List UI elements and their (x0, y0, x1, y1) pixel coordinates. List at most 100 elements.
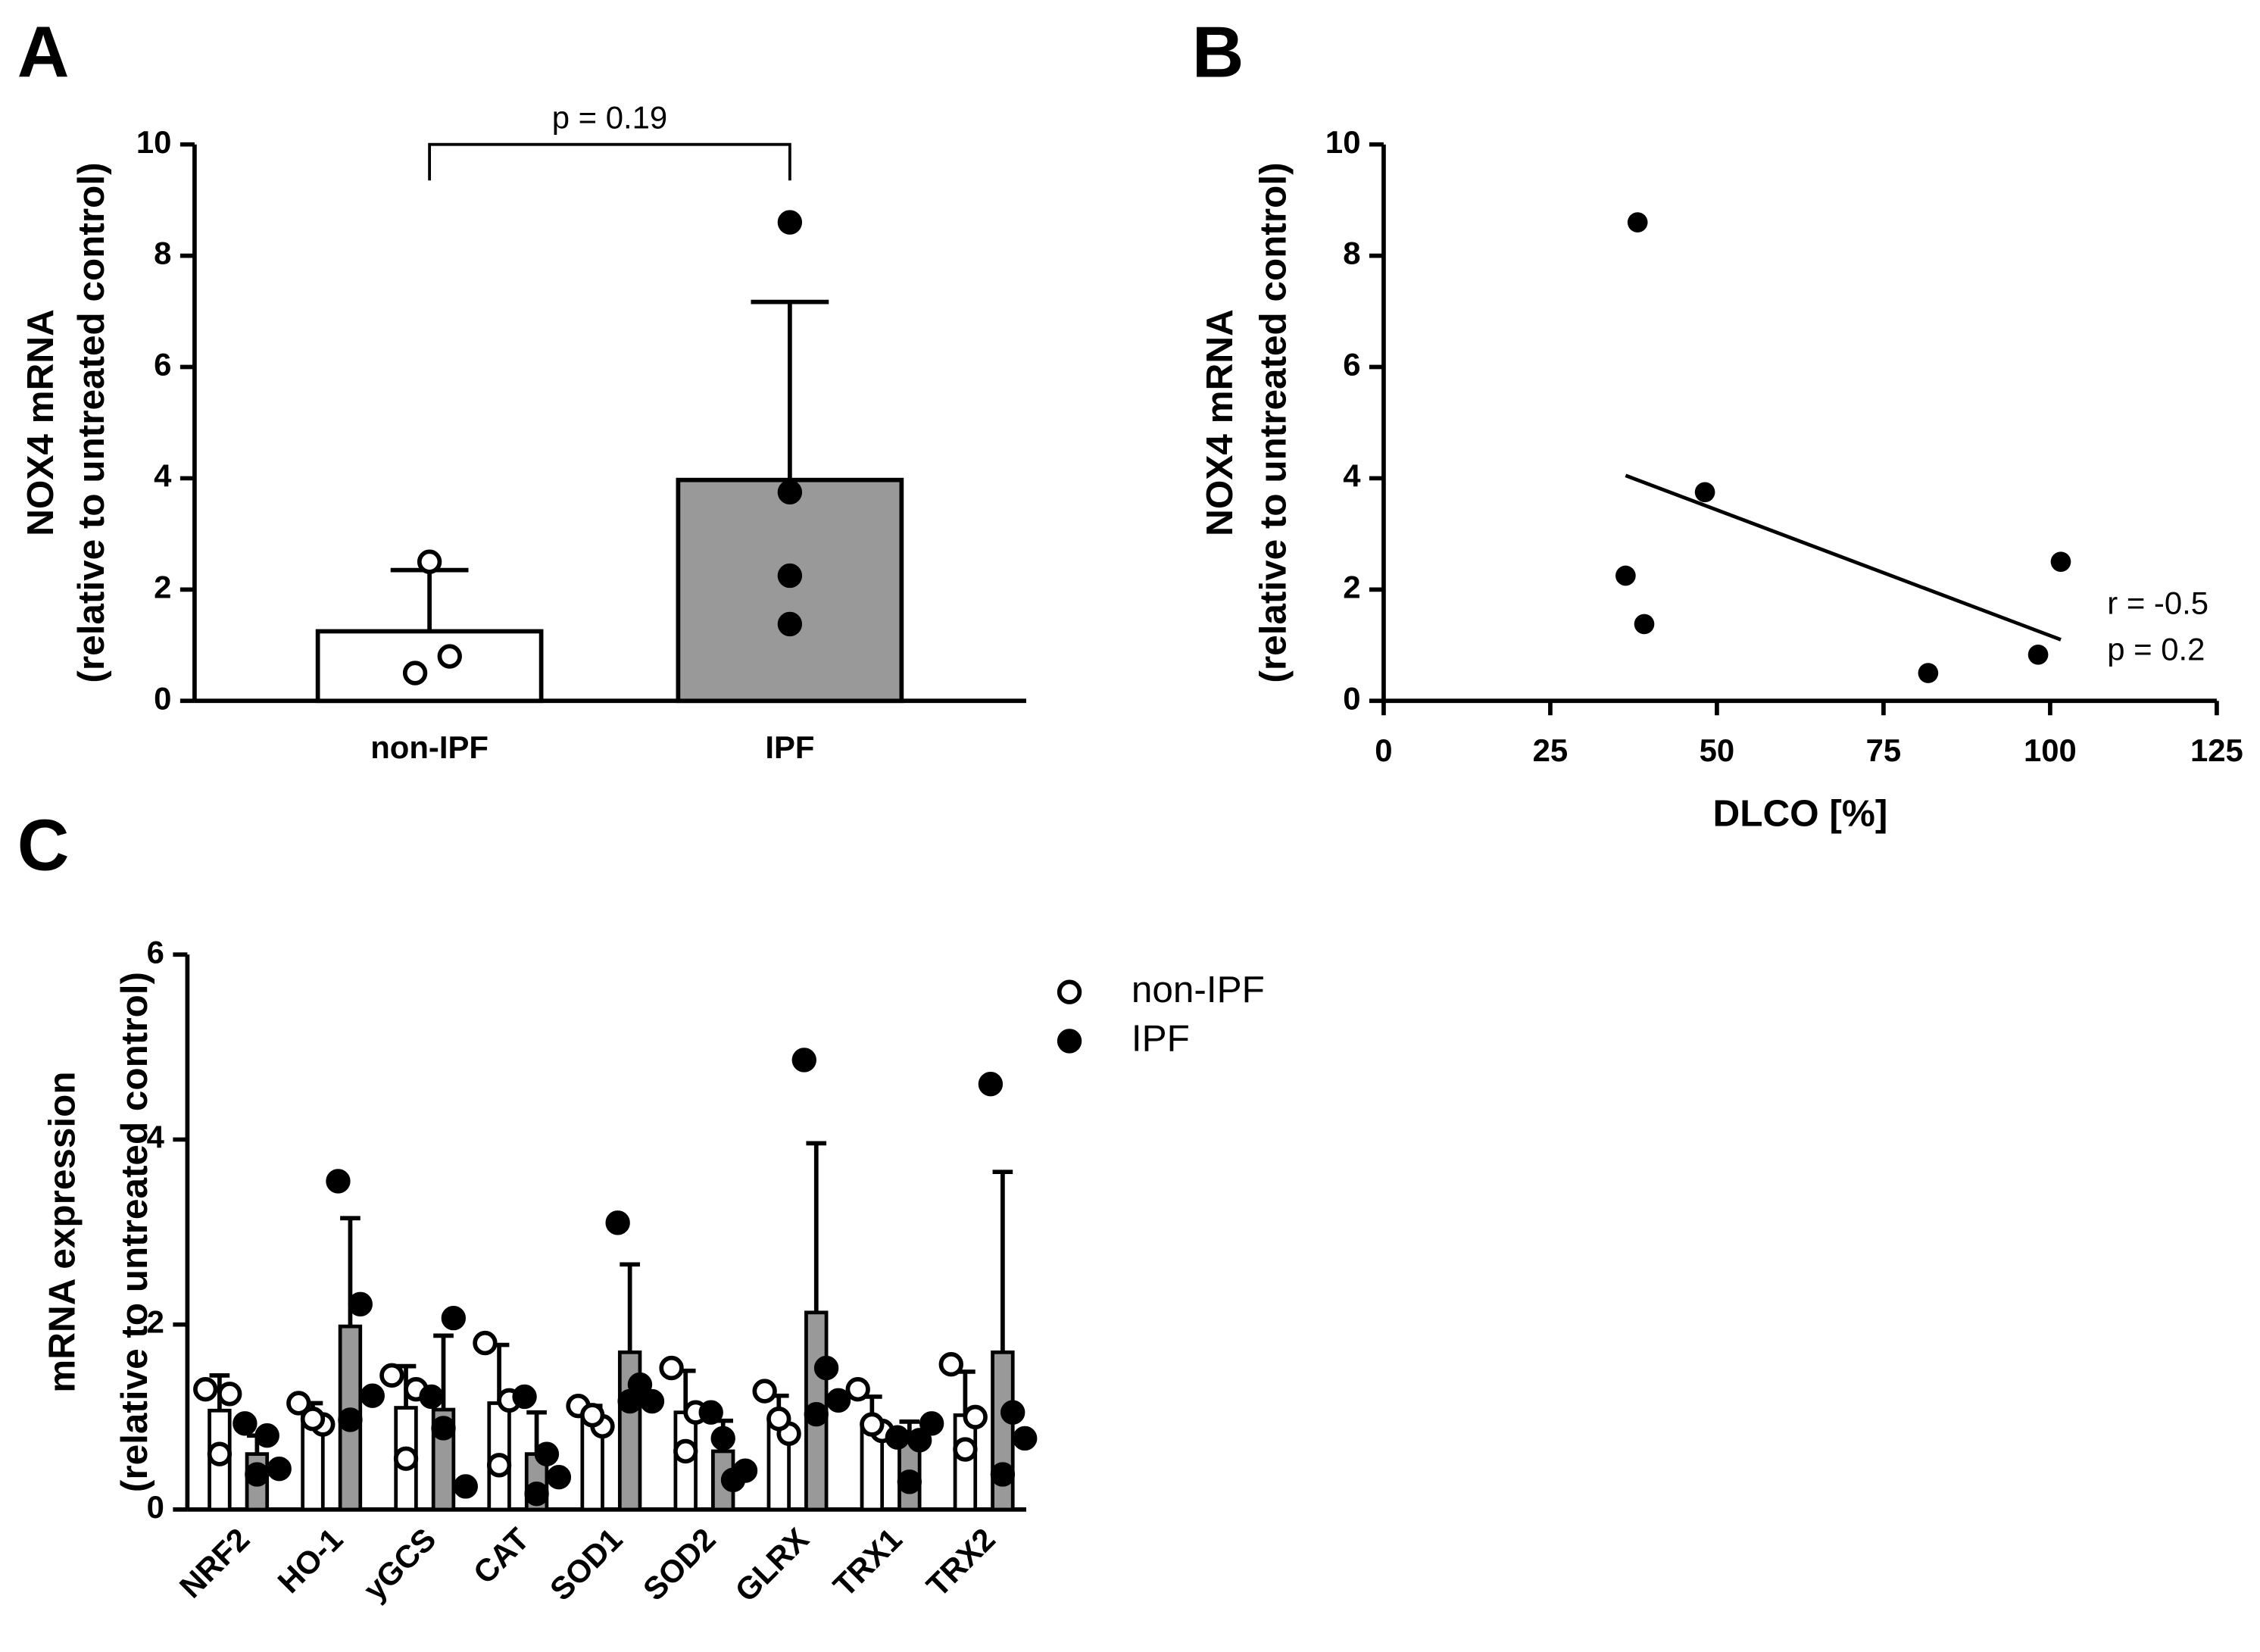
error-bar (806, 1141, 827, 1313)
y-axis-label: mRNA expression (42, 1071, 83, 1392)
data-point (300, 1407, 326, 1432)
data-point (1694, 482, 1715, 503)
data-point (431, 1416, 456, 1441)
y-tick-label: 4 (1343, 458, 1361, 494)
error-bar (620, 1262, 640, 1353)
bar (315, 629, 544, 704)
bar (953, 1413, 978, 1512)
data-point (393, 1446, 419, 1471)
data-point (791, 1048, 816, 1073)
y-tick-label: 8 (154, 236, 171, 271)
y-tick-label: 2 (1343, 569, 1360, 604)
data-point (473, 1330, 498, 1356)
data-point (659, 1355, 684, 1381)
y-tick-label: 2 (154, 569, 171, 604)
legend-label: non-IPF (1132, 969, 1265, 1010)
data-point (338, 1407, 363, 1432)
y-axis-label: (relative to untreated control) (70, 162, 112, 682)
data-point (907, 1428, 932, 1453)
y-tick-label: 6 (154, 347, 171, 383)
data-point (804, 1401, 829, 1427)
data-point (546, 1464, 572, 1490)
panel-letter: C (17, 805, 70, 885)
data-point (1000, 1400, 1025, 1425)
y-tick-label: 0 (154, 680, 171, 716)
legend-marker (1057, 1029, 1082, 1054)
legend-marker (1057, 979, 1082, 1004)
data-point (379, 1363, 404, 1388)
data-point (453, 1474, 478, 1499)
data-point (885, 1425, 910, 1450)
data-point (897, 1469, 922, 1494)
data-point (245, 1462, 270, 1487)
data-point (512, 1384, 537, 1410)
annotation: p = 0.2 (2107, 632, 2205, 667)
data-point (524, 1481, 549, 1507)
data-point (938, 1352, 963, 1377)
data-point (233, 1411, 258, 1436)
data-point (766, 1407, 791, 1432)
x-tick-label: 125 (2190, 732, 2243, 768)
y-tick-label: 0 (147, 1489, 164, 1525)
panel-letter: A (17, 13, 70, 93)
x-tick-label: non-IPF (370, 729, 489, 765)
data-point (1627, 212, 1648, 233)
y-tick-label: 6 (1343, 347, 1360, 383)
data-point (919, 1411, 944, 1436)
data-point (845, 1376, 870, 1402)
y-axis-label: (relative to untreated control) (114, 972, 155, 1492)
y-axis-label: NOX4 mRNA (1199, 309, 1241, 536)
data-point (605, 1210, 630, 1235)
data-point (254, 1423, 279, 1448)
x-tick-label: 75 (1866, 732, 1902, 768)
y-tick-label: 0 (1343, 680, 1360, 716)
y-tick-label: 10 (136, 124, 172, 160)
data-point (348, 1291, 373, 1316)
data-point (1634, 614, 1655, 635)
data-point (617, 1388, 642, 1414)
annotation: r = -0.5 (2107, 586, 2208, 621)
y-axis-label: NOX4 mRNA (20, 309, 61, 536)
data-point (2027, 644, 2049, 665)
regression-line (1625, 473, 2062, 642)
data-point (217, 1382, 242, 1407)
y-axis-label: (relative to untreated control) (1252, 162, 1294, 682)
data-point (1013, 1426, 1038, 1451)
y-tick-label: 4 (154, 458, 172, 494)
y-tick-label: 8 (1343, 236, 1360, 271)
data-point (286, 1391, 311, 1416)
data-point (417, 549, 442, 574)
data-point (486, 1453, 512, 1478)
y-tick-label: 6 (147, 934, 164, 970)
x-tick-label: 50 (1700, 732, 1735, 768)
data-point (698, 1400, 723, 1425)
data-point (673, 1438, 698, 1464)
data-point (193, 1376, 218, 1402)
data-point (826, 1388, 851, 1413)
data-point (710, 1426, 735, 1451)
data-point (207, 1441, 233, 1466)
data-point (441, 1305, 467, 1331)
data-point (579, 1403, 605, 1428)
data-point (777, 563, 803, 589)
data-point (777, 611, 803, 637)
x-tick-label: 25 (1533, 732, 1569, 768)
x-tick-label: IPF (765, 729, 814, 765)
data-point (360, 1383, 385, 1408)
error-bar (751, 299, 829, 480)
y-tick-label: 4 (147, 1120, 165, 1155)
error-bar (992, 1170, 1013, 1353)
data-point (860, 1412, 885, 1437)
bar (676, 477, 904, 704)
legend-label: IPF (1132, 1017, 1190, 1059)
y-tick-label: 10 (1325, 124, 1361, 160)
data-point (813, 1355, 839, 1381)
significance-bracket (428, 142, 791, 181)
data-point (419, 1384, 444, 1410)
data-point (990, 1462, 1016, 1487)
y-tick-label: 2 (147, 1304, 164, 1340)
data-point (1918, 663, 1939, 683)
data-point (267, 1456, 292, 1482)
